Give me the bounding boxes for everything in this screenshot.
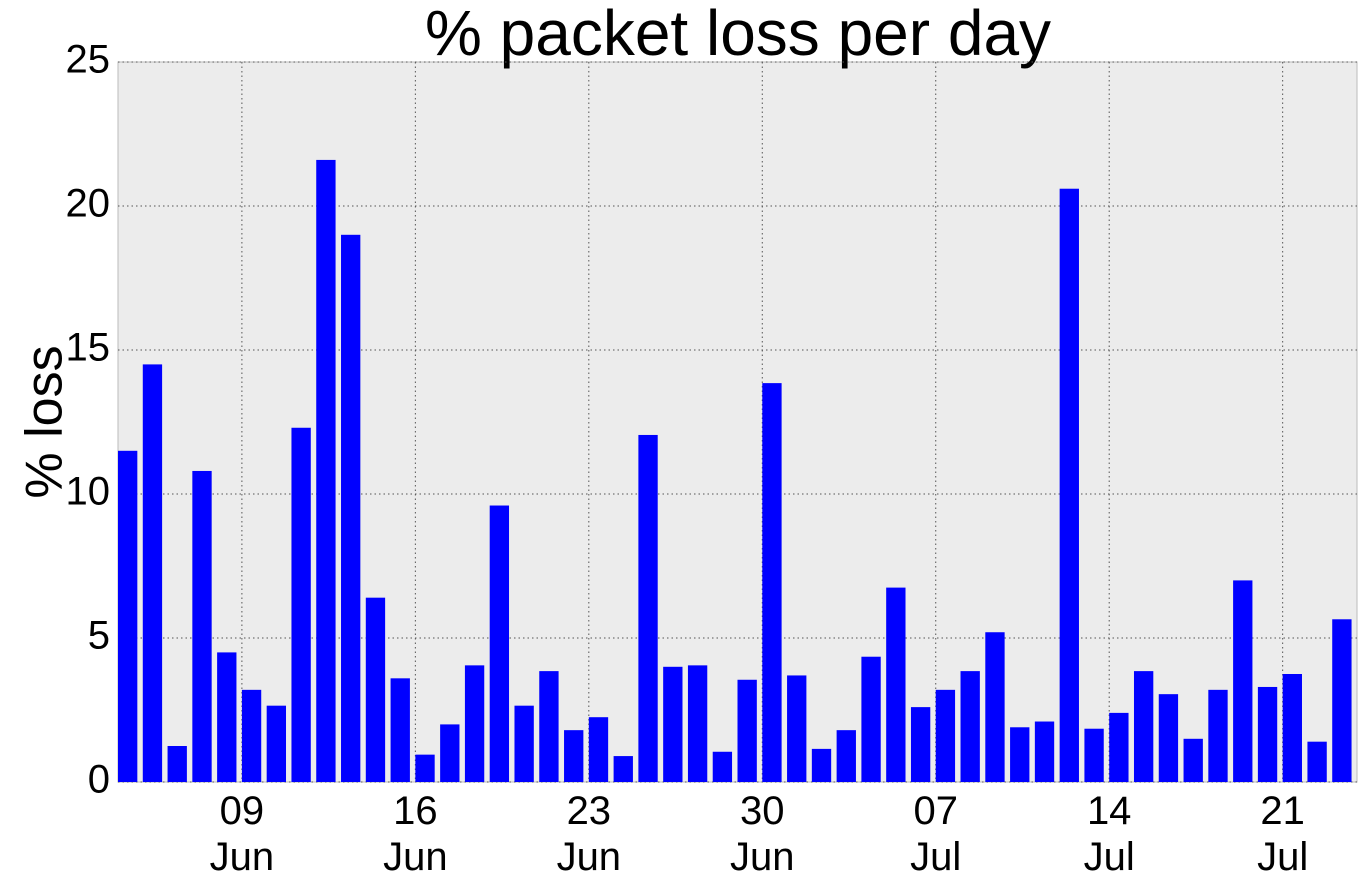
bar	[316, 159, 336, 783]
x-tick-label: 16 Jun	[383, 789, 448, 879]
x-tick-label: 30 Jun	[730, 789, 795, 879]
bar	[787, 675, 807, 782]
bar	[910, 707, 931, 782]
x-tick-day: 09	[220, 789, 265, 833]
bar	[539, 671, 559, 782]
bar	[514, 705, 534, 782]
bar	[663, 666, 683, 782]
x-tick-month: Jun	[730, 835, 795, 879]
x-tick-label: 07 Jul	[910, 789, 961, 879]
y-tick-label: 15	[66, 326, 111, 370]
bar	[291, 427, 311, 782]
x-tick-day: 14	[1087, 789, 1132, 833]
bar	[1307, 741, 1327, 782]
x-tick-month: Jul	[1257, 835, 1308, 879]
bar	[1208, 689, 1228, 782]
x-tick-label: 09 Jun	[210, 789, 275, 879]
x-tick-month: Jun	[210, 835, 275, 879]
y-tick-label: 5	[88, 614, 110, 658]
bar	[1233, 580, 1253, 782]
x-tick-month: Jul	[910, 835, 961, 879]
bar	[985, 632, 1005, 782]
bar	[638, 434, 658, 782]
bar	[960, 671, 980, 782]
y-tick-label: 20	[66, 182, 111, 226]
bar	[118, 450, 138, 782]
bar	[390, 678, 410, 782]
bar	[588, 717, 609, 782]
bar	[415, 754, 435, 782]
x-tick-day: 30	[740, 789, 785, 833]
bar	[1059, 188, 1079, 783]
bar	[564, 730, 584, 782]
bar	[1257, 686, 1278, 782]
bar	[861, 656, 881, 782]
x-tick-day: 16	[393, 789, 438, 833]
bar	[1084, 728, 1104, 782]
bar	[836, 730, 856, 782]
bar	[613, 756, 633, 782]
bar	[1010, 727, 1030, 782]
x-tick-month: Jun	[383, 835, 448, 879]
bar	[192, 470, 212, 782]
x-tick-month: Jul	[1084, 835, 1135, 879]
bar	[1133, 671, 1154, 782]
bar	[217, 652, 237, 782]
bar	[712, 751, 733, 782]
bar	[266, 705, 287, 782]
bar	[1332, 619, 1352, 782]
x-tick-month: Jun	[557, 835, 622, 879]
x-tick-label: 21 Jul	[1257, 789, 1308, 879]
bar	[687, 665, 708, 782]
x-tick-day: 21	[1260, 789, 1305, 833]
x-tick-label: 23 Jun	[557, 789, 622, 879]
y-tick-label: 0	[88, 758, 110, 802]
bar	[464, 665, 485, 782]
bar	[167, 746, 187, 782]
bar	[142, 364, 163, 782]
y-tick-label: 10	[66, 470, 111, 514]
bar	[341, 234, 361, 783]
y-axis-label: % loss	[16, 345, 74, 498]
bar	[935, 689, 956, 782]
bar	[737, 679, 757, 782]
bar	[489, 505, 510, 782]
x-tick-label: 14 Jul	[1084, 789, 1135, 879]
x-tick-day: 07	[913, 789, 958, 833]
bar	[1158, 694, 1179, 782]
bar	[811, 748, 832, 782]
bar	[762, 383, 782, 782]
bar	[440, 724, 460, 782]
y-tick-label: 25	[66, 38, 111, 82]
x-tick-day: 23	[567, 789, 612, 833]
bar	[241, 689, 262, 782]
chart-title: % packet loss per day	[425, 0, 1051, 69]
bar	[1282, 674, 1302, 782]
bar	[365, 597, 386, 782]
bar	[1109, 712, 1129, 782]
bar	[1183, 738, 1203, 782]
bar	[886, 587, 906, 782]
bar	[1034, 721, 1055, 782]
